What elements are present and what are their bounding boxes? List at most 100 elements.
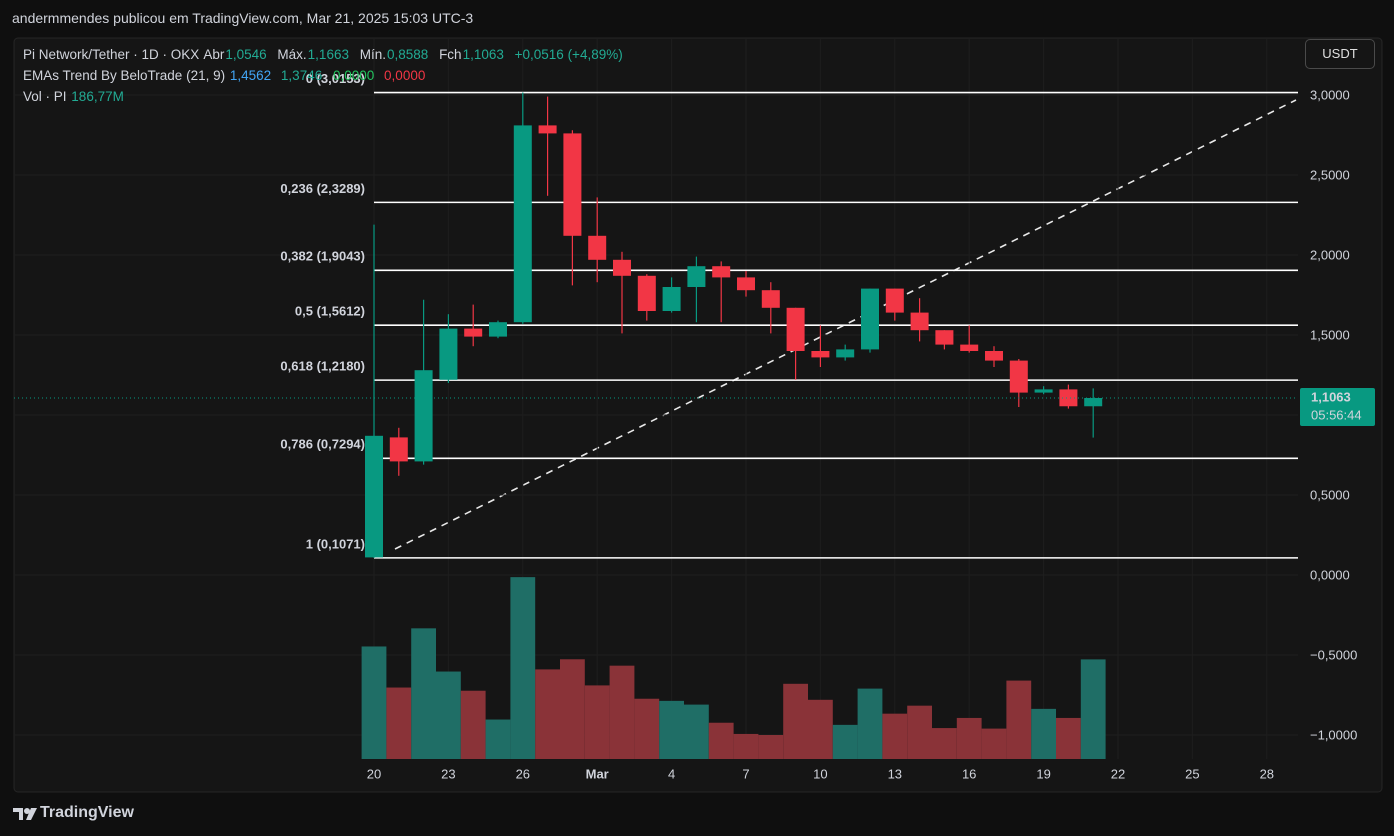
fib-label: 0,5 (1,5612) [295, 304, 365, 319]
x-tick-label: 13 [888, 766, 902, 781]
volume-bar [882, 713, 908, 759]
x-tick-label: 7 [742, 766, 749, 781]
candle-body [389, 437, 408, 462]
x-tick-label: 4 [668, 766, 675, 781]
y-tick-label: −1,0000 [1310, 727, 1357, 742]
volume-bar [783, 683, 808, 759]
fib-label: 0 (3,0153) [306, 71, 365, 86]
x-tick-label: 23 [441, 766, 455, 781]
volume-bar [684, 704, 709, 759]
candle-body [861, 288, 879, 350]
volume-bar [733, 733, 759, 759]
volume-bar [609, 665, 635, 759]
fib-label: 0,618 (1,2180) [280, 359, 365, 374]
candle-body [464, 328, 483, 337]
open-label: Abr [203, 47, 225, 62]
x-tick-label: 22 [1111, 766, 1125, 781]
volume-bar [1080, 659, 1106, 759]
volume-bar [808, 699, 833, 759]
volume-bar [1006, 680, 1032, 759]
last-price-tag [1300, 387, 1375, 426]
publisher-line: andermmendes publicou em TradingView.com… [12, 10, 474, 26]
candle-body [662, 287, 681, 311]
open-value: 1,0546 [225, 47, 267, 62]
brand-logo [13, 808, 37, 820]
candle-body [761, 290, 780, 308]
x-tick-label: 16 [962, 766, 976, 781]
y-tick-label: 0,5000 [1310, 487, 1350, 502]
volume-bar [956, 717, 982, 759]
candle-body [637, 275, 656, 311]
legend-row: Pi Network/Tether · 1D · OKX Abr1,0546 M… [23, 44, 630, 65]
volume-bar [634, 698, 660, 759]
candle-body [1059, 389, 1078, 407]
fib-label: 0,236 (2,3289) [280, 181, 365, 196]
candle-body [538, 125, 557, 134]
indicator-value: 1,4562 [229, 68, 272, 83]
low-label: Mín. [359, 47, 386, 62]
low-value: 0,8588 [387, 47, 429, 62]
volume-bar [436, 671, 461, 759]
legend: Pi Network/Tether · 1D · OKX Abr1,0546 M… [23, 44, 630, 107]
high-label: Máx. [277, 47, 307, 62]
volume-bar [659, 700, 684, 759]
candle-body [414, 370, 433, 462]
candle-body [935, 330, 954, 345]
volume-bar [758, 735, 784, 759]
candle-body [885, 288, 904, 313]
candle-body [613, 259, 631, 276]
x-tick-label: 20 [367, 766, 381, 781]
candle-body [439, 328, 458, 380]
candle-body [489, 322, 507, 337]
high-value: 1,1663 [307, 47, 349, 62]
volume-value: 186,77M [71, 89, 124, 104]
fib-label: 0,786 (0,7294) [280, 437, 365, 452]
candle-body [836, 349, 855, 358]
volume-bar [510, 577, 536, 759]
candle-body [985, 351, 1003, 361]
symbol: Pi Network/Tether · 1D · OKX [23, 47, 200, 62]
y-tick-label: 0,0000 [1310, 567, 1350, 582]
brand: TradingView [40, 804, 134, 821]
indicator-value: 1,3746 [280, 68, 323, 83]
volume-bar [411, 628, 436, 759]
candle-body [1084, 397, 1103, 407]
countdown-label: 05:56:44 [1311, 407, 1362, 422]
volume-bar [485, 719, 511, 759]
indicator-name: EMAs Trend By BeloTrade (21, 9) [23, 68, 226, 83]
candle-body [1034, 389, 1053, 393]
candle-body [811, 351, 830, 358]
legend-row: EMAs Trend By BeloTrade (21, 9) 1,4562 1… [23, 65, 630, 86]
candle-body [1009, 360, 1028, 393]
close-value: 1,1063 [462, 47, 504, 62]
volume-label: Vol · PI [23, 89, 67, 104]
y-tick-label: 3,0000 [1310, 87, 1350, 102]
candle-body [687, 266, 706, 287]
x-tick-label: 26 [516, 766, 530, 781]
volume-bar [708, 722, 734, 759]
volume-bar [386, 687, 412, 759]
volume-bar [832, 724, 858, 759]
volume-bar [535, 669, 560, 759]
volume-bar [932, 728, 957, 759]
candle-body [960, 344, 979, 351]
volume-bar [584, 685, 610, 759]
fib-label: 0,382 (1,9043) [280, 249, 365, 264]
fib-label: 1 (0,1071) [306, 536, 365, 551]
x-tick-label: Mar [586, 766, 609, 781]
candle-body [737, 277, 755, 291]
x-tick-label: 19 [1036, 766, 1050, 781]
volume-bar [907, 705, 932, 759]
y-tick-label: 2,0000 [1310, 247, 1350, 262]
candle-body [365, 435, 383, 558]
candle-body [563, 133, 582, 236]
volume-bar [460, 690, 486, 759]
candle-body [513, 125, 532, 323]
close-label: Fch [439, 47, 462, 62]
change-value: +0,0516 (+4,89%) [514, 47, 623, 62]
indicator-value: 0,0000 [384, 68, 426, 83]
candle-body [786, 307, 805, 351]
currency-button[interactable]: USDT [1305, 39, 1375, 69]
